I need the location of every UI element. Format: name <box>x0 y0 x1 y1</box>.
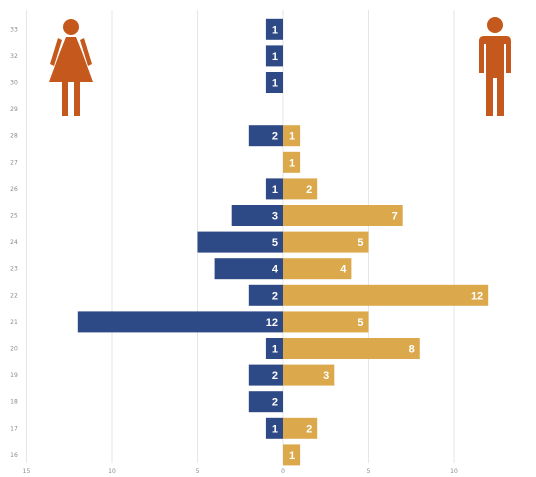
bar-left <box>248 284 283 306</box>
bar-right-label: 1 <box>289 131 295 143</box>
bar-left <box>265 417 283 439</box>
bar-right-label: 2 <box>306 423 312 435</box>
bars <box>77 18 489 466</box>
y-tick-label: 30 <box>10 80 18 87</box>
y-tick-label: 29 <box>10 106 18 113</box>
bar-left-label: 2 <box>272 397 278 409</box>
bar-right <box>283 338 420 359</box>
y-tick-label: 22 <box>10 292 18 299</box>
axis-labels: 15 10 5 0 5 103332302928272625242322212019181… <box>10 26 458 475</box>
y-tick-label: 32 <box>10 53 18 60</box>
bar-left-label: 2 <box>272 290 278 302</box>
y-tick-label: 25 <box>10 213 18 220</box>
bar-left <box>248 391 283 413</box>
bar-right <box>283 205 403 226</box>
bar-left-label: 1 <box>272 51 278 63</box>
bar-right-label: 1 <box>289 450 295 462</box>
male-figure-icon <box>479 17 511 116</box>
y-tick-label: 16 <box>10 452 18 459</box>
bar-right <box>283 311 369 333</box>
bar-left <box>265 338 283 359</box>
y-tick-label: 26 <box>10 186 18 193</box>
bar-left <box>265 72 283 93</box>
bar-left-label: 1 <box>272 24 278 36</box>
bar-left-label: 1 <box>272 344 278 356</box>
x-tick-label: 10 <box>108 468 116 475</box>
bar-right <box>283 125 301 147</box>
bar-right-label: 2 <box>306 184 312 196</box>
bar-right-label: 3 <box>323 370 329 382</box>
bar-left-label: 2 <box>272 131 278 143</box>
y-tick-label: 18 <box>10 399 18 406</box>
bar-right-label: 7 <box>392 211 398 223</box>
bar-right-label: 12 <box>471 290 483 302</box>
bar-left-label: 1 <box>272 423 278 435</box>
bar-left-label: 1 <box>272 184 278 196</box>
bar-right <box>283 231 369 253</box>
x-tick-label: 5 <box>196 468 200 475</box>
y-tick-label: 19 <box>10 372 18 379</box>
bar-left <box>265 178 283 200</box>
bar-left <box>265 18 283 40</box>
bar-left <box>265 45 283 67</box>
bar-right <box>283 444 301 466</box>
y-tick-label: 23 <box>10 266 18 273</box>
y-tick-label: 24 <box>10 239 18 246</box>
bar-left-label: 4 <box>272 264 279 276</box>
bar-left-label: 12 <box>266 317 278 329</box>
bar-right-label: 1 <box>289 157 295 169</box>
x-tick-label: 15 <box>23 468 31 475</box>
x-tick-label: 10 <box>450 468 458 475</box>
bar-left <box>231 205 283 226</box>
bar-right <box>283 151 301 173</box>
y-tick-label: 21 <box>10 319 18 326</box>
bar-right <box>283 364 335 386</box>
bar-left-label: 3 <box>272 211 278 223</box>
x-tick-label: 0 <box>281 468 285 475</box>
bar-left-label: 1 <box>272 78 278 90</box>
bar-left-label: 5 <box>272 237 278 249</box>
bar-right-label: 4 <box>340 264 347 276</box>
bar-right-label: 8 <box>409 344 415 356</box>
bar-right <box>283 178 318 200</box>
bar-left <box>248 125 283 147</box>
bar-left <box>214 258 283 280</box>
bar-right <box>283 417 318 439</box>
female-figure-icon <box>49 19 93 116</box>
bar-right-label: 5 <box>357 237 363 249</box>
bar-right-label: 5 <box>357 317 363 329</box>
y-tick-label: 28 <box>10 133 18 140</box>
bar-left <box>248 364 283 386</box>
bar-left <box>197 231 283 253</box>
bar-right <box>283 258 352 280</box>
y-tick-label: 27 <box>10 159 18 166</box>
y-tick-label: 33 <box>10 26 18 33</box>
y-tick-label: 17 <box>10 425 18 432</box>
bar-left-label: 2 <box>272 370 278 382</box>
bar-right <box>283 284 489 306</box>
x-tick-label: 5 <box>367 468 371 475</box>
y-tick-label: 20 <box>10 346 18 353</box>
bar-left <box>77 311 283 333</box>
